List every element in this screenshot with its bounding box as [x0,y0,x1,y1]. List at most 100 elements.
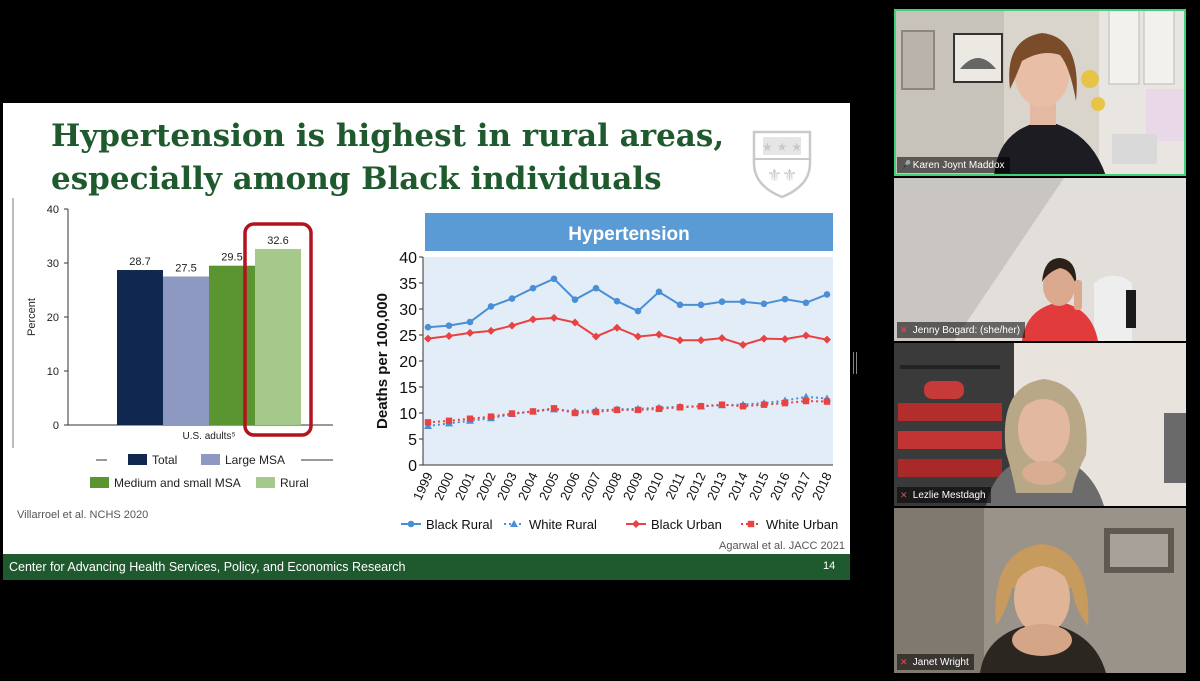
data-point [407,520,415,528]
shared-slide: Hypertension is highest in rural areas, … [3,103,850,580]
line-y-tick-label: 0 [408,458,417,475]
participant-tile-jenny[interactable]: ✕ Jenny Bogard: (she/her) [894,178,1186,341]
bar-value-label: 27.5 [175,263,196,275]
data-point [676,336,684,345]
data-point [802,299,810,307]
data-point [634,406,642,414]
data-point [592,408,600,416]
data-point [424,323,432,331]
left-chart-citation: Villarroel et al. NCHS 2020 [17,509,149,521]
legend-swatch [90,477,109,488]
participant-tile-janet[interactable]: ✕ Janet Wright [894,508,1186,673]
data-point [445,332,453,341]
series-white-urban [424,397,831,426]
series-line [427,400,828,424]
bar-y-axis-label: Percent [26,298,38,336]
line-y-tick-label: 30 [399,302,417,319]
line-y-tick-label: 40 [399,250,417,267]
data-point [487,413,495,420]
participant-name: Janet Wright [912,657,969,668]
data-point [739,403,747,410]
slide-footer: Center for Advancing Health Services, Po… [3,554,850,580]
data-point [510,520,518,527]
legend-label: Medium and small MSA [114,476,241,490]
svg-text:⚜⚜: ⚜⚜ [767,166,797,186]
data-point [632,520,640,528]
data-point [655,330,663,339]
legend-label: Black Urban [651,517,722,532]
series-black-rural [424,275,831,331]
data-point [445,322,453,329]
panel-splitter-handle[interactable] [853,352,857,374]
data-point [634,307,642,315]
data-point [781,399,789,407]
bar [163,276,209,425]
data-point [760,401,768,408]
data-point [592,332,600,341]
slide-charts: 0 10 20 30 40 Percent 28.7 27.5 29.5 32.6 U.S. adu… [12,198,838,532]
data-point [571,296,579,303]
data-point [445,417,453,424]
bar-chart: 0 10 20 30 40 Percent 28.7 27.5 29.5 32.6 U.S. adu… [12,198,333,490]
svg-text:★ ★ ★: ★ ★ ★ [762,140,802,154]
footer-text: Center for Advancing Health Services, Po… [9,560,406,574]
participant-tile-lezlie[interactable]: ✕ Lezlie Mestdagh [894,343,1186,506]
data-point [571,409,579,417]
university-crest-logo: ★ ★ ★ ⚜⚜ [752,130,812,199]
participant-tile-karen[interactable]: 🎤 Karen Joynt Maddox [894,9,1186,176]
data-point [508,410,516,417]
participant-name: Lezlie Mestdagh [912,490,986,501]
line-x-tick-label: 2010 [641,470,667,503]
line-y-tick-label: 20 [399,354,417,371]
data-point [529,284,537,292]
data-point [550,405,558,412]
data-point [781,335,789,344]
line-y-tick-label: 35 [399,276,417,293]
line-y-axis-label: Deaths per 100,000 [374,293,391,429]
right-chart-citation: Agarwal et al. JACC 2021 [719,540,845,552]
legend-label: Total [152,453,177,467]
participant-name-bar: ✕ Lezlie Mestdagh [897,487,991,503]
active-speaker-border [894,9,1186,176]
legend-swatch [201,454,220,465]
slide-page-number: 14 [823,560,836,572]
participant-name-bar: ✕ Jenny Bogard: (she/her) [897,322,1026,338]
data-point [487,326,495,335]
data-point [823,335,831,344]
bar-value-label: 32.6 [267,235,288,247]
legend-swatch [128,454,147,465]
bar-y-tick-label: 20 [47,312,59,324]
legend-label: White Rural [529,517,597,532]
line-chart-title-banner [425,213,833,251]
data-point [760,300,768,308]
participant-video-karen [894,9,1186,176]
data-point [697,301,705,309]
data-point [802,331,810,340]
data-point [592,284,600,292]
data-point [676,301,684,309]
line-chart: Hypertension 0 5 10 15 20 25 30 35 40 Deaths per 1… [374,213,838,532]
data-point [802,397,810,405]
data-point [613,406,621,414]
data-point [508,295,516,302]
data-point [424,419,432,426]
data-point [550,313,558,322]
bar-y-tick-label: 30 [47,258,59,270]
participant-video-lezlie [894,343,1186,506]
data-point [697,336,705,345]
data-point [613,297,621,305]
line-x-tick-label: 2018 [809,470,835,503]
data-point [424,334,432,343]
data-point [697,403,705,410]
bar [117,270,163,425]
line-y-tick-label: 10 [399,406,417,423]
data-point [823,398,831,405]
data-point [529,408,537,415]
data-point [634,332,642,341]
participant-video-jenny [894,178,1186,341]
data-point [718,334,726,343]
data-point [676,404,684,411]
data-point [747,520,755,528]
microphone-muted-icon: ✕ [900,325,908,335]
participant-video-janet [894,508,1186,673]
